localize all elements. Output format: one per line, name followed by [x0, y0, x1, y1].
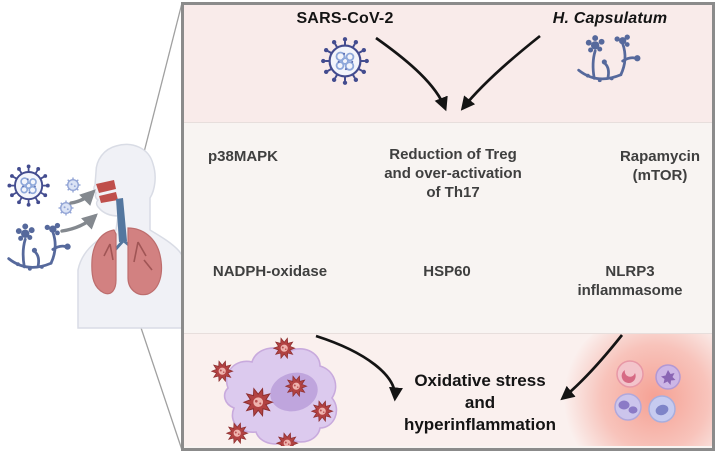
outcome-line: hyperinflammation: [403, 415, 557, 434]
outcome-arrows-icon: [315, 334, 624, 402]
outcome-line: Oxidative stress: [414, 371, 546, 390]
converging-arrows-icon: [375, 34, 541, 112]
treg-line: of Th17: [426, 184, 480, 201]
treg-line: Reduction of Treg: [389, 146, 517, 163]
nlrp3-line: NLRP3: [605, 263, 655, 280]
rapamycin-line: (mTOR): [632, 167, 688, 184]
nadph-oxidase-label: NADPH-oxidase: [212, 263, 328, 280]
outcome-line: and: [464, 393, 496, 412]
nlrp3-inflammasome-label: NLRP3 inflammasome: [565, 262, 695, 300]
rapamycin-line: Rapamycin: [619, 148, 701, 165]
small-virus-particle-icon: [64, 176, 82, 194]
coronavirus-icon: [6, 163, 51, 208]
outcome-label: Oxidative stress and hyperinflammation: [380, 370, 580, 436]
treg-th17-label: Reduction of Treg and over-activation of…: [368, 145, 538, 202]
macrophage-cell-icon: [211, 337, 338, 446]
treg-line: and over-activation: [384, 165, 522, 182]
hsp60-label: HSP60: [423, 263, 471, 280]
h-capsulatum-label: H. Capsulatum: [552, 10, 668, 27]
p38mapk-label: p38MAPK: [207, 148, 278, 165]
inhalation-arrow-icon: [60, 189, 98, 233]
pathogen-panel: SARS-CoV-2 H. Capsulatum: [184, 5, 712, 123]
nlrp3-line: inflammasome: [577, 282, 683, 299]
mechanism-box: SARS-CoV-2 H. Capsulatum p38MAPK Reducti…: [181, 2, 715, 451]
inflammation-glow: [562, 334, 712, 446]
sars-cov-2-label: SARS-CoV-2: [296, 10, 394, 27]
mediator-panel: p38MAPK Reduction of Treg and over-activ…: [184, 123, 712, 334]
human-respiratory-tract-icon: [77, 143, 187, 329]
rapamycin-mtor-label: Rapamycin (mTOR): [600, 147, 712, 185]
outcome-panel: Oxidative stress and hyperinflammation: [184, 334, 712, 446]
immune-cell-cluster-icon: [614, 360, 681, 423]
